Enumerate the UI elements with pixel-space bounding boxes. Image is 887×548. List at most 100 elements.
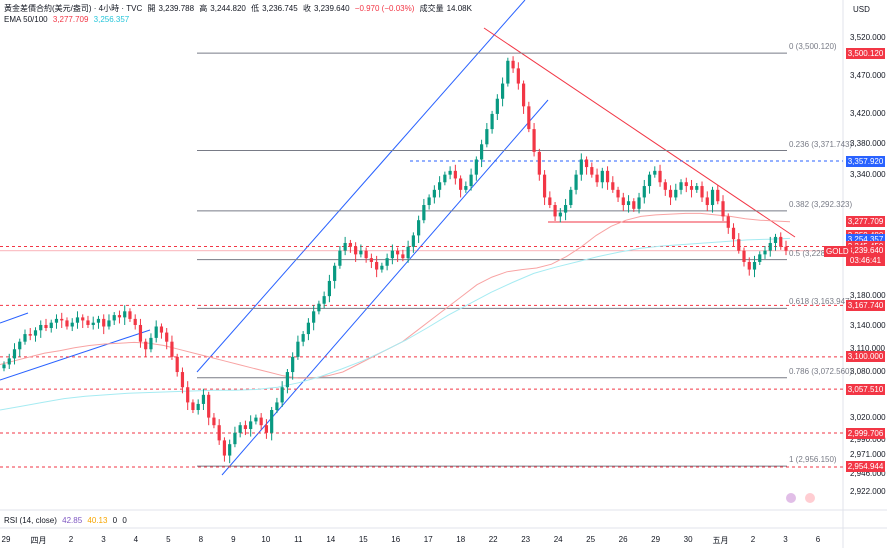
candle-body [763,250,767,255]
candle-body [165,332,169,342]
price-axis-tick: 3,380.000 [850,139,886,149]
time-axis-tick: 14 [326,535,336,544]
candle-body [427,197,431,206]
candle-body [12,349,17,359]
early-trend-line-2 [0,312,29,324]
candle-body [500,83,505,99]
candle-body [312,311,316,323]
currency-label[interactable]: USD [853,5,870,14]
candle-body [212,417,216,426]
time-axis-tick: 5 [166,535,171,544]
candle-body [102,318,106,327]
low-value: 3,236.745 [262,4,298,13]
candle-body [773,236,778,243]
candle-body [201,394,206,404]
candle-body [752,261,757,270]
time-axis-tick: 10 [261,535,271,544]
ema50-value: 3,277.709 [52,15,89,24]
time-axis-tick: 五月 [712,536,729,545]
candle-body [39,324,43,331]
time-axis-tick: 30 [683,535,693,544]
fib-level-label: 0.382 (3,292.323) [789,199,853,209]
price-axis-tick: 3,520.000 [850,33,886,42]
candle-body [579,159,583,175]
candle-body [23,334,27,342]
candle-body [175,356,179,373]
time-axis-tick: 29 [651,535,661,544]
candle-body [280,387,284,403]
candle-body [689,186,694,190]
candle-body [86,320,90,325]
price-badge: 03:46:41 [846,254,885,266]
candle-body [710,189,715,206]
candle-body [558,212,562,217]
candle-body [65,320,69,327]
price-axis-tick: 3,080.000 [850,367,886,377]
candle-body [737,239,741,251]
price-badge: 3,357.920 [846,155,885,167]
price-badge: 3,239.640 [846,245,885,257]
high-value: 3,244.820 [210,4,246,13]
price-axis-tick: 2,990.000 [850,435,886,445]
candle-body [590,167,594,175]
candle-body [364,250,368,259]
candle-body [327,280,331,297]
candle-body [149,337,153,350]
candle-body [637,197,641,209]
candle-body [207,394,211,418]
price-axis-tick: 3,470.000 [850,70,886,80]
candle-body [18,341,22,350]
candle-body [49,322,53,329]
candle-body [91,322,95,325]
rsi-legend[interactable]: RSI (14, close) 42.85 40.13 0 0 [4,516,130,525]
candle-body [663,182,667,190]
candle-body [700,186,704,198]
time-axis-tick: 23 [521,535,531,544]
candle-body [270,410,274,433]
candle-body [563,205,568,213]
fib-level-label: 0.618 (3,163.947) [789,297,853,307]
candle-body [233,432,237,445]
candle-body [60,318,64,321]
candle-body [259,417,263,426]
price-badge: 3,057.510 [846,383,885,395]
time-axis-tick: 18 [456,535,466,544]
candle-body [196,403,200,411]
candle-body [396,250,400,255]
time-axis-tick: 2 [68,535,74,544]
candle-body [306,322,311,335]
candle-body [7,358,11,365]
channel-lower-line [221,99,549,476]
open-value: 3,239.788 [158,4,195,13]
ema-legend[interactable]: EMA 50/100 3,277.709 3,256.357 [4,15,132,24]
rsi-v3: 0 [112,516,118,525]
candle-body [291,356,295,373]
candle-body [28,334,32,336]
candle-body [464,186,468,190]
candle-body [506,60,510,84]
volume-value: 14.08K [446,4,472,13]
candle-body [322,296,326,304]
candle-body [275,402,279,411]
candle-body [595,174,599,183]
time-axis-tick: 2 [750,535,756,544]
candle-body [228,444,232,456]
price-axis-tick: 3,020.000 [850,412,886,422]
channel-upper-line [196,0,526,373]
candle-body [401,254,405,259]
candle-body [348,242,352,247]
candle-body [375,261,379,270]
candle-body [144,341,148,350]
ema50-line [0,212,791,379]
candle-body [616,189,620,198]
candle-body [170,341,174,357]
candle-body [222,440,227,456]
candle-body [44,324,48,329]
price-badge: 2,954.944 [846,461,885,473]
candle-body [721,201,725,217]
candle-body [301,334,305,342]
candle-body [249,421,253,429]
candle-body [317,303,321,312]
chart-header: 黃金差價合約(美元/盎司) · 4小時 · TVC 開 3,239.788 高 3,… [4,3,475,14]
